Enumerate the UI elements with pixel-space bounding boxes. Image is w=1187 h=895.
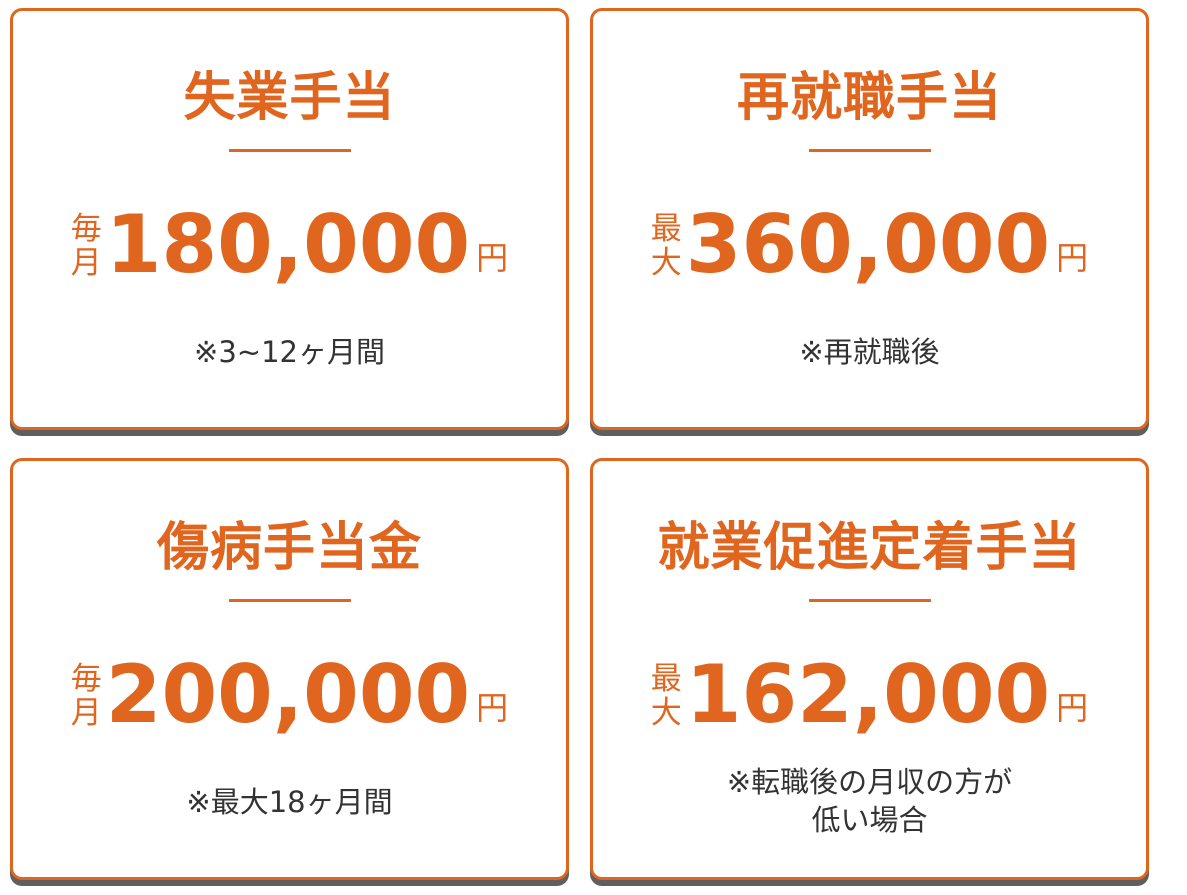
amount-prefix-bottom: 月 (70, 245, 102, 281)
benefit-card-settlement: 就業促進定着手当 最 大 162,000 円 ※転職後の月収の方が 低い場合 (590, 458, 1149, 880)
amount-prefix-top: 最 (650, 661, 682, 697)
card-note-line1: ※転職後の月収の方が (726, 765, 1013, 799)
amount-unit: 円 (1056, 239, 1089, 277)
benefit-card-reemployment: 再就職手当 最 大 360,000 円 ※再就職後 (590, 8, 1149, 430)
benefit-card-sickness: 傷病手当金 毎 月 200,000 円 ※最大18ヶ月間 (10, 458, 569, 880)
title-divider (228, 149, 351, 152)
amount-unit: 円 (476, 689, 509, 727)
amount-prefix: 毎 月 (71, 212, 102, 280)
card-title: 就業促進定着手当 (657, 518, 1082, 578)
benefit-card-unemployment: 失業手当 毎 月 180,000 円 ※3~12ヶ月間 (10, 8, 569, 430)
title-divider (808, 149, 931, 152)
amount-value: 360,000 (685, 198, 1051, 291)
amount-row: 毎 月 180,000 円 (13, 195, 566, 295)
card-note: ※3~12ヶ月間 (13, 333, 566, 371)
card-note: ※最大18ヶ月間 (13, 783, 566, 821)
amount-unit: 円 (1056, 689, 1089, 727)
amount-value: 162,000 (685, 648, 1051, 741)
card-note: ※転職後の月収の方が 低い場合 (593, 763, 1146, 839)
card-note-line1: ※最大18ヶ月間 (186, 785, 393, 819)
amount-unit: 円 (476, 239, 509, 277)
amount-prefix-top: 毎 (70, 661, 102, 697)
amount-prefix: 最 大 (651, 662, 682, 730)
amount-row: 毎 月 200,000 円 (13, 645, 566, 745)
amount-prefix: 最 大 (651, 212, 682, 280)
card-title: 傷病手当金 (156, 518, 422, 578)
title-divider (808, 599, 931, 602)
amount-row: 最 大 162,000 円 (593, 645, 1146, 745)
card-title: 失業手当 (183, 68, 396, 128)
title-divider (228, 599, 351, 602)
card-note-line1: ※再就職後 (799, 335, 940, 369)
card-title: 再就職手当 (736, 68, 1002, 128)
amount-prefix-bottom: 月 (70, 695, 102, 731)
amount-prefix-top: 最 (650, 211, 682, 247)
card-note-line2: 低い場合 (811, 803, 928, 837)
card-note-line1: ※3~12ヶ月間 (194, 335, 385, 369)
amount-value: 180,000 (105, 198, 471, 291)
amount-prefix-bottom: 大 (650, 245, 682, 281)
amount-prefix-top: 毎 (70, 211, 102, 247)
card-note: ※再就職後 (593, 333, 1146, 371)
amount-prefix: 毎 月 (71, 662, 102, 730)
amount-row: 最 大 360,000 円 (593, 195, 1146, 295)
amount-prefix-bottom: 大 (650, 695, 682, 731)
amount-value: 200,000 (105, 648, 471, 741)
